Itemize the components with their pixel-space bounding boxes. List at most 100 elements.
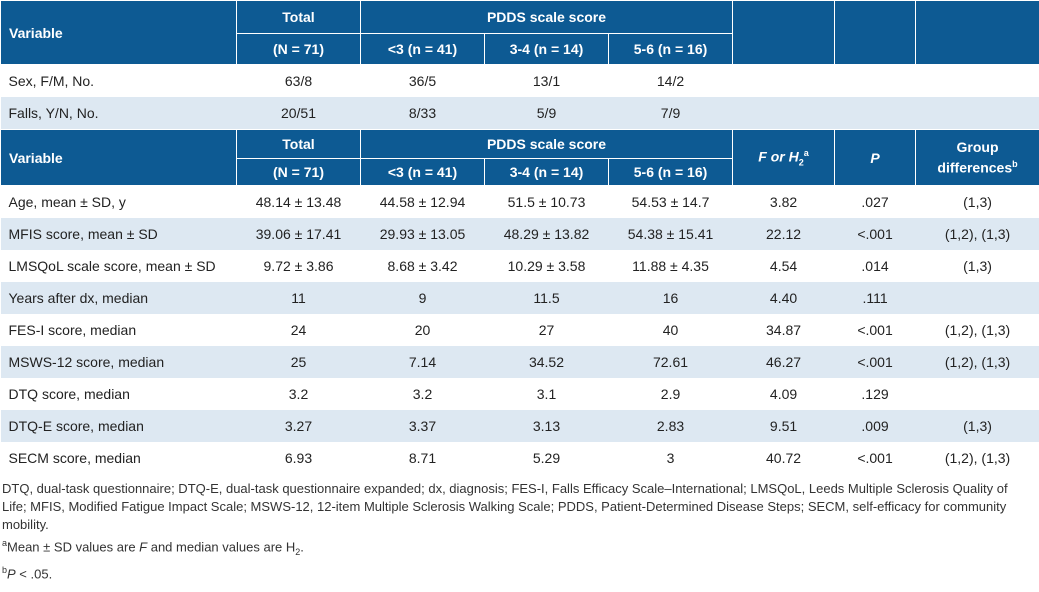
p-text: P bbox=[870, 149, 880, 166]
table-row: SECM score, median 6.93 8.71 5.29 3 40.72 <.00… bbox=[0, 442, 1039, 474]
cell-p: .014 bbox=[834, 250, 916, 282]
cell-total: 11 bbox=[236, 282, 361, 314]
cell-total: 6.93 bbox=[236, 442, 361, 474]
column-header-total-n: (N = 71) bbox=[236, 158, 361, 186]
row-label: Sex, F/M, No. bbox=[0, 64, 237, 97]
column-header-empty bbox=[732, 0, 836, 65]
cell-group-differences: (1,3) bbox=[915, 250, 1039, 282]
footnote-a-text-2: and median values are H bbox=[147, 539, 296, 555]
cell-f-or-h: 4.54 bbox=[732, 250, 835, 282]
cell-f-or-h: 4.09 bbox=[732, 378, 835, 410]
cell-total: 63/8 bbox=[236, 64, 361, 97]
row-label: Years after dx, median bbox=[0, 282, 237, 314]
cell-group-differences: (1,2), (1,3) bbox=[915, 218, 1039, 250]
cell-group-3: 2.83 bbox=[608, 410, 733, 442]
table-row: DTQ score, median 3.2 3.2 3.1 2.9 4.09.129 bbox=[0, 378, 1039, 410]
abbreviations-note: DTQ, dual-task questionnaire; DTQ-E, dua… bbox=[2, 481, 1008, 532]
table-footnotes: DTQ, dual-task questionnaire; DTQ-E, dua… bbox=[0, 474, 1032, 583]
row-label: SECM score, median bbox=[0, 442, 237, 474]
table-row: Age, mean ± SD, y 48.14 ± 13.48 44.58 ± 12… bbox=[0, 185, 1039, 218]
table-row: MFIS score, mean ± SD 39.06 ± 17.41 29.93 … bbox=[0, 218, 1039, 250]
cell-empty bbox=[834, 97, 916, 130]
row-label: MFIS score, mean ± SD bbox=[0, 218, 237, 250]
cell-p: .009 bbox=[834, 410, 916, 442]
cell-group-1: 36/5 bbox=[360, 64, 485, 97]
group-diff-line2: differences bbox=[937, 159, 1013, 176]
column-header-group-2: 3-4 (n = 14) bbox=[484, 158, 609, 186]
row-label: LMSQoL scale score, mean ± SD bbox=[0, 250, 237, 282]
cell-group-2: 5.29 bbox=[484, 442, 609, 474]
cell-total: 25 bbox=[236, 346, 361, 378]
f-or-h-footnote: a bbox=[803, 147, 809, 158]
table-row: Sex, F/M, No. 63/8 36/5 13/1 14/2 bbox=[0, 64, 1039, 97]
cell-group-3: 7/9 bbox=[608, 97, 733, 130]
row-label: FES-I score, median bbox=[0, 314, 237, 346]
footnote-a-text: Mean ± SD values are bbox=[7, 539, 140, 555]
cell-group-1: 44.58 ± 12.94 bbox=[360, 185, 485, 218]
cell-group-differences: (1,3) bbox=[915, 410, 1039, 442]
cell-p: .129 bbox=[834, 378, 916, 410]
column-header-f-or-h: F or H2a bbox=[732, 129, 836, 186]
cell-group-3: 3 bbox=[608, 442, 733, 474]
column-header-p: P bbox=[834, 129, 917, 186]
cell-p: <.001 bbox=[834, 218, 916, 250]
row-label: DTQ-E score, median bbox=[0, 410, 237, 442]
cell-p: <.001 bbox=[834, 346, 916, 378]
cell-group-1: 8.68 ± 3.42 bbox=[360, 250, 485, 282]
cell-group-2: 34.52 bbox=[484, 346, 609, 378]
cell-group-1: 29.93 ± 13.05 bbox=[360, 218, 485, 250]
row-label: MSWS-12 score, median bbox=[0, 346, 237, 378]
table-row: FES-I score, median 24 20 27 40 34.87 <.001 (1,… bbox=[0, 314, 1039, 346]
cell-f-or-h: 22.12 bbox=[732, 218, 835, 250]
column-header-group-2: 3-4 (n = 14) bbox=[484, 33, 609, 65]
cell-group-1: 7.14 bbox=[360, 346, 485, 378]
footnote-a-marker: a bbox=[2, 538, 8, 548]
cell-group-differences: (1,2), (1,3) bbox=[915, 346, 1039, 378]
cell-total: 39.06 ± 17.41 bbox=[236, 218, 361, 250]
cell-group-differences: (1,2), (1,3) bbox=[915, 314, 1039, 346]
group-diff-footnote: b bbox=[1012, 158, 1018, 169]
column-header-group-3: 5-6 (n = 16) bbox=[607, 158, 734, 186]
footnote-b-marker: b bbox=[2, 564, 8, 575]
cell-group-differences: (1,3) bbox=[915, 185, 1039, 218]
f-or-h-subscript: 2 bbox=[798, 157, 804, 168]
cell-group-3: 2.9 bbox=[608, 378, 733, 410]
cell-f-or-h: 4.40 bbox=[732, 282, 835, 314]
cell-group-2: 3.13 bbox=[484, 410, 609, 442]
summary-table: Variable Total PDDS scale score (N = 71)… bbox=[0, 0, 1039, 474]
table-row: LMSQoL scale score, mean ± SD 9.72 ± 3.86… bbox=[0, 250, 1039, 282]
cell-group-3: 16 bbox=[608, 282, 733, 314]
footnote-b: bP < .05. bbox=[2, 561, 1032, 583]
cell-group-2: 5/9 bbox=[484, 97, 609, 130]
footnote-a: aMean ± SD values are F and median value… bbox=[2, 534, 1032, 561]
column-header-variable: Variable bbox=[0, 0, 237, 65]
cell-p: <.001 bbox=[834, 314, 916, 346]
footnote-b-text: < .05. bbox=[15, 566, 53, 582]
cell-group-2: 27 bbox=[484, 314, 609, 346]
cell-group-1: 3.37 bbox=[360, 410, 485, 442]
row-label: Falls, Y/N, No. bbox=[0, 97, 237, 130]
footnote-b-p: P bbox=[7, 566, 16, 582]
cell-group-3: 54.53 ± 14.7 bbox=[608, 185, 733, 218]
cell-empty bbox=[732, 97, 835, 130]
column-header-group-1: <3 (n = 41) bbox=[360, 33, 485, 65]
group-diff-line1: Group bbox=[956, 138, 999, 155]
cell-total: 24 bbox=[236, 314, 361, 346]
cell-f-or-h: 9.51 bbox=[732, 410, 835, 442]
cell-group-2: 13/1 bbox=[484, 64, 609, 97]
table-row: DTQ-E score, median 3.27 3.37 3.13 2.83 9.51.… bbox=[0, 410, 1039, 442]
column-header-empty bbox=[915, 0, 1039, 65]
cell-total: 48.14 ± 13.48 bbox=[236, 185, 361, 218]
cell-group-3: 72.61 bbox=[608, 346, 733, 378]
cell-f-or-h: 3.82 bbox=[732, 185, 835, 218]
column-header-total: Total bbox=[236, 0, 361, 34]
cell-p: .111 bbox=[834, 282, 916, 314]
cell-group-3: 11.88 ± 4.35 bbox=[608, 250, 733, 282]
cell-f-or-h: 40.72 bbox=[732, 442, 835, 474]
column-header-empty bbox=[834, 0, 917, 65]
footnote-a-end: . bbox=[300, 539, 304, 555]
row-label: DTQ score, median bbox=[0, 378, 237, 410]
cell-group-1: 9 bbox=[360, 282, 485, 314]
cell-f-or-h: 34.87 bbox=[732, 314, 835, 346]
cell-group-1: 8.71 bbox=[360, 442, 485, 474]
